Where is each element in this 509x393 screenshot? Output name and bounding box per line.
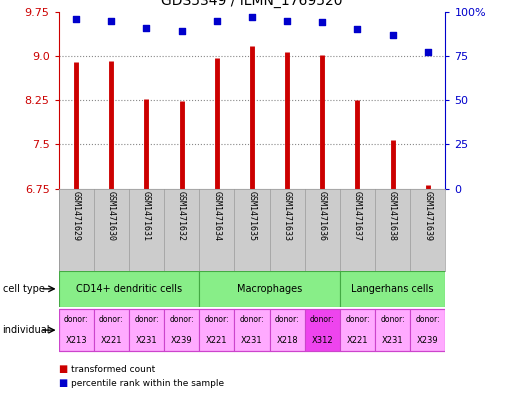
Text: Macrophages: Macrophages [237, 284, 302, 294]
Text: donor:: donor: [64, 315, 89, 324]
Text: percentile rank within the sample: percentile rank within the sample [71, 379, 224, 387]
Bar [164, 309, 199, 351]
Text: donor:: donor: [380, 315, 405, 324]
Text: GSM1471635: GSM1471635 [247, 191, 257, 241]
Text: individual: individual [3, 325, 50, 335]
Text: transformed count: transformed count [71, 365, 156, 374]
Text: donor:: donor: [134, 315, 159, 324]
Bar [199, 271, 340, 307]
Point [107, 17, 116, 24]
Text: X239: X239 [417, 336, 439, 345]
Text: X218: X218 [276, 336, 298, 345]
Point [143, 24, 151, 31]
Bar [305, 309, 340, 351]
Text: donor:: donor: [240, 315, 264, 324]
Text: X312: X312 [312, 336, 333, 345]
Text: Langerhans cells: Langerhans cells [351, 284, 434, 294]
Bar [94, 309, 129, 351]
Point [178, 28, 186, 34]
Point [423, 49, 432, 55]
Text: donor:: donor: [205, 315, 229, 324]
Bar [375, 309, 410, 351]
Point [72, 16, 80, 22]
Text: donor:: donor: [415, 315, 440, 324]
Text: ■: ■ [59, 378, 68, 388]
Text: X221: X221 [347, 336, 368, 345]
Bar [59, 309, 94, 351]
Text: GSM1471633: GSM1471633 [282, 191, 292, 241]
Point [388, 31, 397, 38]
Text: X221: X221 [206, 336, 228, 345]
Text: GSM1471634: GSM1471634 [212, 191, 221, 241]
Title: GDS5349 / ILMN_1769520: GDS5349 / ILMN_1769520 [161, 0, 343, 8]
Text: X231: X231 [382, 336, 404, 345]
Bar [199, 309, 234, 351]
Text: GSM1471639: GSM1471639 [423, 191, 432, 241]
Text: ■: ■ [59, 364, 68, 375]
Text: X231: X231 [135, 336, 157, 345]
Bar [340, 271, 445, 307]
Bar [59, 271, 199, 307]
Point [318, 19, 326, 26]
Point [213, 17, 221, 24]
Text: donor:: donor: [99, 315, 124, 324]
Text: X213: X213 [65, 336, 87, 345]
Text: CD14+ dendritic cells: CD14+ dendritic cells [76, 284, 182, 294]
Text: donor:: donor: [169, 315, 194, 324]
Point [248, 14, 256, 20]
Text: GSM1471638: GSM1471638 [388, 191, 397, 241]
Bar [129, 309, 164, 351]
Bar [340, 309, 375, 351]
Bar [270, 309, 305, 351]
Text: GSM1471637: GSM1471637 [353, 191, 362, 241]
Text: X221: X221 [101, 336, 122, 345]
Text: GSM1471632: GSM1471632 [177, 191, 186, 241]
Text: X231: X231 [241, 336, 263, 345]
Point [283, 17, 291, 24]
Text: GSM1471636: GSM1471636 [318, 191, 327, 241]
Text: donor:: donor: [345, 315, 370, 324]
Text: cell type: cell type [3, 284, 44, 294]
Text: X239: X239 [171, 336, 192, 345]
Bar [234, 309, 270, 351]
Point [353, 26, 361, 33]
Text: donor:: donor: [275, 315, 299, 324]
Bar [410, 309, 445, 351]
Text: GSM1471630: GSM1471630 [107, 191, 116, 241]
Text: GSM1471631: GSM1471631 [142, 191, 151, 241]
Text: donor:: donor: [310, 315, 334, 324]
Text: GSM1471629: GSM1471629 [72, 191, 80, 241]
